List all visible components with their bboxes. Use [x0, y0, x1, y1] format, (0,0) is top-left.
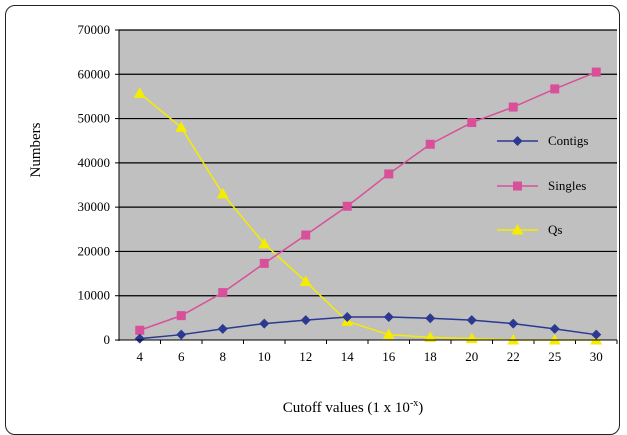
contigs-data-point [549, 323, 560, 334]
qs-data-point [465, 332, 478, 344]
x-tick-label: 25 [548, 349, 561, 364]
y-tick-label: 30000 [78, 199, 111, 214]
singles-legend-label: Singles [548, 178, 586, 193]
qs-data-point [299, 275, 312, 287]
qs-data-point [133, 87, 146, 98]
qs-data-point [424, 331, 437, 342]
x-tick-label: 22 [507, 349, 520, 364]
x-tick-label: 4 [137, 349, 144, 364]
y-tick-label: 50000 [78, 111, 111, 126]
singles-data-point [342, 201, 352, 211]
x-tick-label: 30 [590, 349, 603, 364]
singles-data-point [550, 84, 560, 94]
y-axis-title: Numbers [28, 122, 44, 177]
singles-data-point [508, 102, 518, 112]
x-axis-title-end: ) [418, 400, 423, 416]
line-chart: 0 10000 20000 30000 40000 50000 60000 70000 4 6 8… [28, 22, 618, 416]
y-tick-label: 10000 [78, 288, 111, 303]
y-tick-label: 0 [104, 332, 111, 347]
singles-data-point [301, 230, 311, 240]
singles-series-line [139, 71, 597, 331]
x-tick-label: 18 [424, 349, 437, 364]
contigs-data-point [508, 318, 519, 329]
x-tick-labels: 4 6 8 10 12 14 16 18 20 22 25 30 [137, 340, 618, 364]
contigs-series-line [139, 316, 597, 340]
singles-data-point [176, 311, 186, 321]
qs-data-point [507, 334, 520, 345]
x-axis-title-main: Cutoff values (1 x 10 [283, 400, 410, 416]
x-axis-title-sup: -x [410, 398, 418, 409]
contigs-data-point [259, 318, 270, 329]
qs-data-point [216, 187, 229, 199]
qs-legend-label: Qs [548, 222, 562, 237]
qs-data-point [548, 334, 561, 345]
x-tick-label: 14 [341, 349, 355, 364]
singles-data-point [384, 169, 394, 179]
x-tick-label: 20 [465, 349, 478, 364]
legend: Contigs Singles Qs [497, 133, 588, 237]
singles-data-point [135, 325, 145, 335]
plot-area [119, 30, 617, 340]
qs-legend-marker [511, 224, 524, 235]
singles-data-point [425, 139, 435, 149]
y-tick-labels: 0 10000 20000 30000 40000 50000 60000 70000 [78, 22, 111, 347]
y-tick-label: 20000 [78, 243, 111, 258]
gridlines [115, 29, 617, 341]
x-tick-label: 6 [178, 349, 185, 364]
singles-data-point [467, 118, 477, 128]
qs-data-point [258, 237, 271, 249]
qs-data-point [175, 121, 188, 132]
x-axis-title: Cutoff values (1 x 10-x) [283, 398, 424, 416]
y-tick-label: 40000 [78, 155, 111, 170]
singles-data-point [591, 67, 601, 77]
x-tick-label: 8 [220, 349, 227, 364]
x-tick-label: 12 [299, 349, 312, 364]
x-tick-label: 16 [382, 349, 396, 364]
singles-legend-marker [513, 181, 522, 191]
singles-data-point [259, 258, 269, 268]
x-tick-label: 10 [258, 349, 271, 364]
contigs-data-point [425, 313, 436, 324]
singles-data-point [218, 288, 228, 298]
contigs-data-point [134, 333, 145, 344]
contigs-data-point [176, 329, 187, 340]
contigs-legend-marker [512, 136, 523, 146]
contigs-data-point [466, 315, 477, 326]
contigs-data-point [217, 323, 228, 334]
contigs-data-point [591, 329, 602, 340]
contigs-data-point [383, 311, 394, 322]
y-tick-label: 60000 [78, 66, 111, 81]
contigs-data-point [300, 315, 311, 326]
contigs-legend-label: Contigs [548, 133, 588, 148]
qs-data-point [382, 328, 395, 340]
contigs-data-point [342, 311, 353, 322]
y-tick-label: 70000 [78, 22, 111, 37]
